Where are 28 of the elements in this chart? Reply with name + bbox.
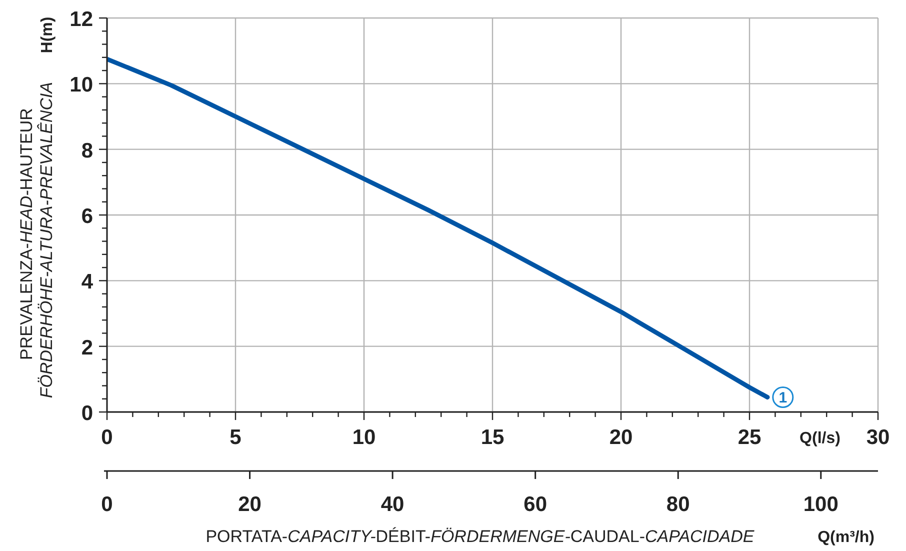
y-axis-title: H(m) (39, 16, 56, 54)
text: FÖRDERHÖHE-ALTURA-PREVALÊNCIA (37, 82, 56, 398)
x-axis-title: Q(l/s) (800, 430, 840, 447)
y-tick-label: 12 (70, 8, 93, 31)
x-tick-label: 5 (230, 426, 242, 449)
annotation: 1 (778, 390, 788, 407)
text: PORTATA-CAPACITY-DÉBIT-FÖRDERMENGE-CAUDAL-CAPACIDADE (206, 527, 754, 546)
x2-axis-title: Q(m³/h) (818, 529, 874, 546)
x-tick-label: 25 (738, 426, 762, 449)
y-tick-label: 6 (81, 205, 93, 228)
y-tick-label: 4 (81, 270, 94, 294)
x-tick-label: 30 (866, 426, 890, 449)
x2-tick-label: 20 (238, 493, 262, 516)
x-tick-label: 15 (480, 426, 504, 449)
x-tick-label: 10 (352, 426, 376, 449)
x2-tick-label: 100 (803, 493, 838, 516)
x2-tick-label: 40 (380, 493, 404, 516)
x-tick-label: 20 (609, 426, 633, 449)
y-tick-label: 0 (81, 402, 93, 425)
x2-tick-label: 0 (101, 493, 113, 516)
y-tick-label: 10 (70, 74, 93, 97)
text: PREVALENZA-HEAD-HAUTEUR (17, 108, 36, 360)
x-tick-label: 0 (101, 426, 113, 449)
x2-tick-label: 60 (524, 493, 548, 516)
x2-tick-label: 80 (666, 493, 690, 516)
y-tick-label: 8 (81, 139, 94, 162)
y-tick-label: 2 (81, 336, 93, 360)
line-series (107, 56, 770, 400)
